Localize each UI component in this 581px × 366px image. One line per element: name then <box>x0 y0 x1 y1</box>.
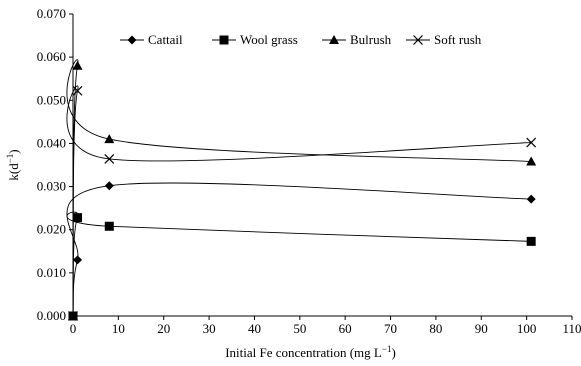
x-tick-label: 60 <box>339 321 352 336</box>
x-tick-label: 20 <box>157 321 170 336</box>
data-point-wool-grass <box>526 236 536 246</box>
x-tick-label: 70 <box>384 321 397 336</box>
legend-item-bulrush: Bulrush <box>322 32 392 47</box>
legend-item-cattail: Cattail <box>120 32 183 47</box>
series-markers <box>68 60 537 321</box>
y-axis-label-tail: ) <box>6 149 21 153</box>
x-tick-label: 10 <box>112 321 125 336</box>
y-tick-label: 0.050 <box>37 92 66 107</box>
x-tick-label: 90 <box>475 321 488 336</box>
data-point-wool-grass <box>73 213 83 223</box>
series-line-wool-grass <box>66 211 532 317</box>
y-tick-label: 0.010 <box>37 265 66 280</box>
legend-item-soft-rush: Soft rush <box>406 32 482 47</box>
y-tick-label: 0.000 <box>37 308 66 323</box>
data-point-bulrush <box>526 156 537 166</box>
x-tick-label: 110 <box>562 321 581 336</box>
data-point-soft-rush <box>526 137 537 148</box>
y-tick-label: 0.070 <box>37 6 66 21</box>
data-point-bulrush <box>104 134 115 144</box>
y-axis-label: k(d−1) <box>5 149 21 180</box>
y-axis-label-main: k(d <box>6 163 21 181</box>
x-axis-label: Initial Fe concentration (mg L−1) <box>225 344 396 360</box>
x-tick-label: 100 <box>517 321 537 336</box>
legend-label: Cattail <box>148 32 183 47</box>
legend-marker <box>329 35 339 44</box>
x-tick-label: 0 <box>70 321 77 336</box>
data-point-soft-rush <box>68 311 78 321</box>
y-tick-label: 0.060 <box>37 49 66 64</box>
legend: Cattail Wool grass Bulrush Soft rush <box>120 32 482 47</box>
legend-item-wool-grass: Wool grass <box>212 32 298 47</box>
data-point-cattail <box>104 181 114 191</box>
series-line-cattail <box>66 182 532 317</box>
legend-marker <box>219 35 229 45</box>
legend-marker <box>413 35 423 45</box>
data-point-wool-grass <box>104 221 114 231</box>
legend-label: Soft rush <box>434 32 482 47</box>
y-tick-label: 0.020 <box>37 222 66 237</box>
y-axis-label-sup: −1 <box>5 154 15 164</box>
legend-label: Wool grass <box>240 32 298 47</box>
x-axis-label-tail: ) <box>391 345 395 360</box>
x-tick-label: 40 <box>248 321 261 336</box>
x-tick-label: 80 <box>429 321 442 336</box>
data-point-soft-rush <box>72 85 83 96</box>
axes: 0 10 20 30 40 50 60 70 80 90 100 110 0.000 0.010 0.020… <box>37 6 581 336</box>
legend-label: Bulrush <box>350 32 392 47</box>
y-tick-label: 0.030 <box>37 179 66 194</box>
x-axis-label-sup: −1 <box>382 344 392 354</box>
data-point-bulrush <box>72 60 83 70</box>
x-axis-label-main: Initial Fe concentration (mg L <box>225 345 382 360</box>
data-point-cattail <box>73 255 83 265</box>
x-tick-label: 30 <box>203 321 216 336</box>
y-tick-label: 0.040 <box>37 135 66 150</box>
x-tick-label: 50 <box>293 321 306 336</box>
series-lines <box>66 59 532 317</box>
series-line-bulrush <box>66 59 532 317</box>
data-point-cattail <box>526 194 536 204</box>
data-point-soft-rush <box>104 154 115 164</box>
series-line-soft-rush <box>66 85 532 317</box>
legend-marker <box>127 35 137 45</box>
